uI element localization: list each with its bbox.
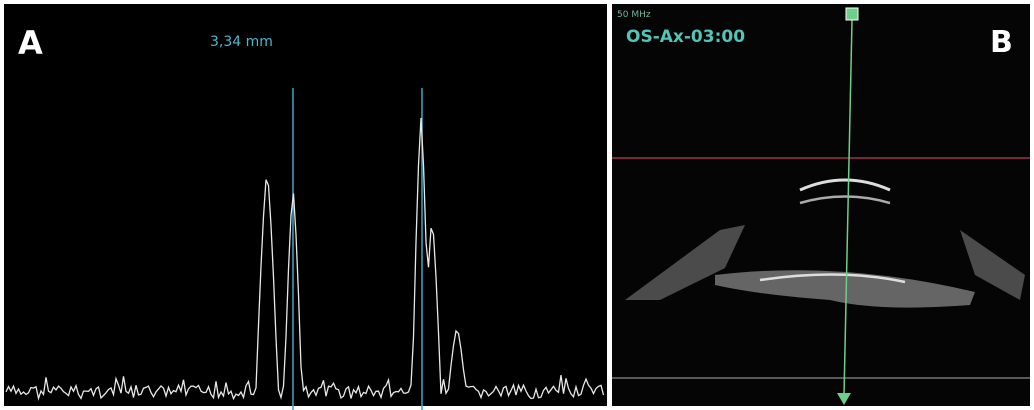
figure: A 3,34 mm 50 MHz OS-Ax-03:00 B	[0, 0, 1034, 410]
measurement-label: 3,34 mm	[210, 34, 273, 50]
panel-a-background	[4, 4, 607, 406]
frequency-label: 50 MHz	[617, 10, 651, 20]
axis-handle	[846, 8, 858, 20]
panel-a-label: A	[18, 24, 43, 62]
scan-label: OS-Ax-03:00	[626, 27, 745, 47]
panel-b: 50 MHz OS-Ax-03:00 B	[612, 4, 1030, 406]
panel-b-background	[612, 4, 1030, 406]
panel-b-label: B	[990, 25, 1013, 60]
panel-a: A 3,34 mm	[4, 4, 607, 410]
